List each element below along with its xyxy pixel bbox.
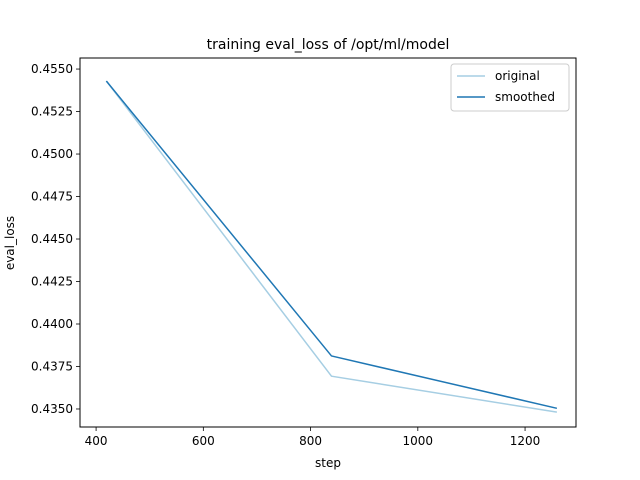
y-tick-label: 0.4550 xyxy=(31,62,73,76)
x-tick-label: 1000 xyxy=(403,434,434,448)
y-tick-label: 0.4350 xyxy=(31,402,73,416)
series-line-smoothed xyxy=(105,80,558,410)
x-tick-label: 1200 xyxy=(510,434,541,448)
y-tick-label: 0.4400 xyxy=(31,317,73,331)
y-tick-label: 0.4375 xyxy=(31,359,73,373)
x-axis: 400 600 800 1000 1200 xyxy=(85,427,541,448)
x-axis-label: step xyxy=(315,456,341,470)
y-tick-label: 0.4475 xyxy=(31,190,73,204)
y-tick-label: 0.4500 xyxy=(31,147,73,161)
plot-area xyxy=(105,80,558,413)
y-axis: 0.4350 0.4375 0.4400 0.4425 0.4450 0.4475 0.45… xyxy=(31,62,80,416)
y-tick-label: 0.4525 xyxy=(31,105,73,119)
legend-label-original: original xyxy=(495,69,540,83)
y-tick-label: 0.4425 xyxy=(31,275,73,289)
plot-frame xyxy=(79,57,577,428)
chart-title: training eval_loss of /opt/ml/model xyxy=(207,37,450,53)
x-tick-label: 800 xyxy=(299,434,322,448)
x-tick-label: 400 xyxy=(85,434,108,448)
legend: original smoothed xyxy=(450,63,570,112)
legend-label-smoothed: smoothed xyxy=(495,90,555,104)
y-tick-label: 0.4450 xyxy=(31,232,73,246)
y-axis-label: eval_loss xyxy=(3,216,17,270)
x-tick-label: 600 xyxy=(192,434,215,448)
series-line-original xyxy=(105,80,558,413)
